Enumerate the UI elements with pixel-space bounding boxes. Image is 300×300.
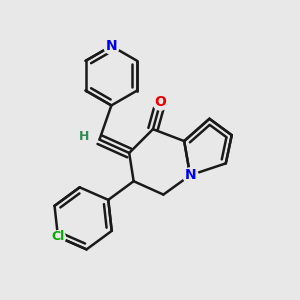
- Text: N: N: [106, 39, 117, 53]
- Text: H: H: [79, 130, 89, 143]
- Text: N: N: [184, 168, 196, 182]
- Text: Cl: Cl: [51, 230, 64, 243]
- Text: O: O: [154, 95, 166, 110]
